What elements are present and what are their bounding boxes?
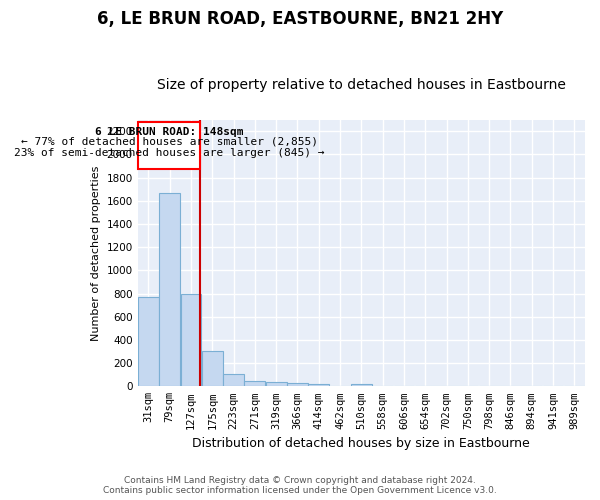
Bar	[181, 294, 202, 386]
Bar	[223, 374, 244, 386]
Bar	[244, 381, 265, 386]
Text: 23% of semi-detached houses are larger (845) →: 23% of semi-detached houses are larger (…	[14, 148, 324, 158]
Bar	[159, 192, 180, 386]
Bar	[287, 383, 308, 386]
Y-axis label: Number of detached properties: Number of detached properties	[91, 165, 101, 340]
Text: 6 LE BRUN ROAD: 148sqm: 6 LE BRUN ROAD: 148sqm	[95, 126, 243, 136]
X-axis label: Distribution of detached houses by size in Eastbourne: Distribution of detached houses by size …	[193, 437, 530, 450]
Title: Size of property relative to detached houses in Eastbourne: Size of property relative to detached ho…	[157, 78, 566, 92]
Bar	[202, 351, 223, 386]
Bar	[266, 382, 287, 386]
Text: ← 77% of detached houses are smaller (2,855): ← 77% of detached houses are smaller (2,…	[20, 137, 317, 147]
FancyBboxPatch shape	[138, 122, 200, 170]
Bar	[308, 384, 329, 386]
Bar	[138, 297, 159, 386]
Text: Contains HM Land Registry data © Crown copyright and database right 2024.
Contai: Contains HM Land Registry data © Crown c…	[103, 476, 497, 495]
Text: 6, LE BRUN ROAD, EASTBOURNE, BN21 2HY: 6, LE BRUN ROAD, EASTBOURNE, BN21 2HY	[97, 10, 503, 28]
Bar	[351, 384, 372, 386]
